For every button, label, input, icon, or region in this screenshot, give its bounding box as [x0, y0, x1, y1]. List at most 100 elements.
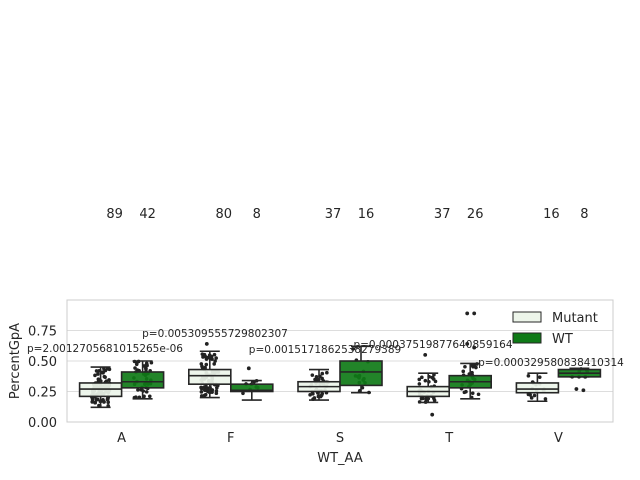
strip-point: [529, 396, 534, 400]
y-ticks: 0.00 0.25 0.50 0.75: [28, 325, 57, 432]
strip-point: [476, 392, 481, 397]
strip-point: [210, 357, 214, 361]
box-body: [515, 382, 560, 394]
strip-point: [212, 362, 216, 366]
box-A-wt: [120, 360, 165, 400]
strip-point: [103, 375, 107, 380]
strip-point: [417, 377, 422, 382]
strip-point: [200, 352, 205, 356]
strip-point: [314, 374, 319, 379]
y-tick-label: 0.25: [28, 386, 57, 401]
outlier-point: [472, 345, 477, 350]
strip-point: [308, 393, 312, 397]
box-F-mutant: [188, 350, 232, 399]
p-value-label: p=0.000329580838410314: [478, 357, 624, 369]
box-S-mutant: [297, 368, 341, 401]
strip-point: [319, 393, 324, 397]
strip-point: [320, 376, 324, 381]
strip-point: [93, 373, 97, 378]
strip-point: [543, 397, 548, 401]
strip-point: [351, 347, 355, 351]
y-axis-label: PercentGpA: [8, 323, 23, 399]
count-label: 16: [358, 207, 375, 222]
strip-point: [199, 362, 204, 366]
strip-point: [135, 368, 140, 372]
strip-point: [462, 390, 467, 395]
outlier-point: [465, 342, 470, 346]
strip-point: [203, 365, 207, 370]
strip-point: [214, 391, 219, 396]
strip-point: [103, 368, 108, 373]
strip-point: [421, 396, 425, 401]
count-label: 26: [467, 207, 484, 222]
strip-point: [93, 400, 97, 405]
y-tick-label: 0.50: [28, 355, 57, 370]
outlier-point: [423, 353, 428, 357]
legend-swatch-mutant: [512, 311, 542, 323]
p-value-label: p=2.0012705681015265e-06: [27, 343, 183, 355]
strip-point: [144, 361, 149, 366]
strip-point: [96, 372, 100, 376]
strip-point: [310, 373, 315, 377]
outlier-point: [430, 412, 435, 417]
strip-point: [433, 379, 438, 384]
count-label: 42: [139, 207, 156, 222]
count-label: 80: [216, 207, 233, 222]
strip-point: [203, 392, 208, 397]
boxes: [78, 345, 602, 409]
strip-point: [532, 393, 537, 398]
box-V-wt: [557, 367, 602, 378]
strip-point: [107, 378, 111, 382]
strip-point: [106, 400, 111, 405]
count-label: 16: [543, 207, 560, 222]
strip-point: [133, 366, 137, 370]
box-A-mutant: [78, 366, 123, 409]
x-tick-label: V: [554, 431, 563, 446]
box-body: [120, 371, 165, 389]
box-body: [339, 360, 383, 387]
count-label: 37: [325, 207, 342, 222]
box-S-wt: [339, 345, 383, 394]
strip-point: [144, 390, 149, 394]
y-tick-label: 0.00: [28, 416, 57, 431]
strip-point: [461, 369, 466, 374]
strip-point: [202, 388, 207, 392]
box-V-mutant: [515, 372, 560, 403]
box-F-wt: [230, 379, 274, 401]
strip-point: [420, 375, 424, 380]
strip-point: [102, 400, 106, 404]
strip-point: [210, 390, 214, 394]
outlier-point: [574, 387, 579, 391]
plot-frame: [66, 299, 614, 423]
strip-point: [201, 355, 205, 359]
strip-point: [432, 398, 437, 403]
strip-point: [95, 397, 100, 402]
outlier-point: [204, 342, 209, 346]
strip-point: [107, 367, 112, 372]
strip-point: [213, 359, 217, 363]
strip-point: [470, 391, 475, 396]
strip-point: [526, 374, 531, 378]
p-value-label: p=0.00037519877640859164: [353, 339, 512, 351]
outlier-point: [472, 311, 477, 316]
x-tick-label: F: [227, 431, 234, 446]
legend-swatch-wt: [512, 332, 542, 344]
strip-point: [147, 394, 152, 399]
count-label: 37: [434, 207, 451, 222]
x-axis-label: WT_AA: [317, 451, 363, 466]
legend: Mutant WT: [512, 311, 598, 347]
strip-point: [320, 371, 325, 376]
x-tick-label: S: [336, 431, 344, 446]
strip-point: [214, 356, 218, 360]
strip-point: [463, 364, 467, 369]
strip-point: [199, 385, 203, 390]
strip-point: [472, 363, 477, 368]
strip-point: [204, 362, 209, 367]
p-value-label: p=0.005309555729802307: [142, 328, 288, 340]
legend-label: WT: [552, 332, 573, 347]
strip-point: [199, 390, 204, 394]
box-body: [230, 383, 274, 393]
count-labels: 89 42 80 8 37 16 37 26 16 8: [106, 207, 588, 222]
